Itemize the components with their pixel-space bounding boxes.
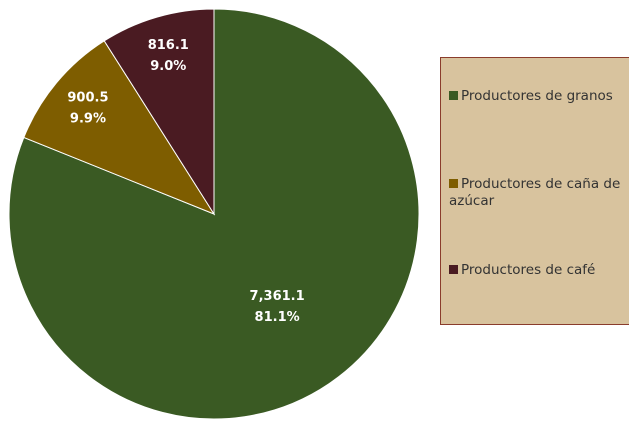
legend-label: Productores de granos xyxy=(461,88,613,104)
legend: Productores de granos Productores de caña… xyxy=(440,57,629,325)
percentage-label: 9.0% xyxy=(150,59,186,74)
legend-item: Productores de granos xyxy=(449,88,627,105)
pie-slice xyxy=(103,8,215,216)
percentage-label: 9.9% xyxy=(70,112,106,127)
legend-swatch xyxy=(449,91,458,100)
value-label: 816.1 xyxy=(148,38,189,53)
pie-slice xyxy=(23,40,216,216)
legend-label: Productores de café xyxy=(461,262,596,278)
percentage-label: 81.1% xyxy=(255,310,300,325)
legend-swatch xyxy=(449,179,458,188)
legend-item: Productores de caña de azúcar xyxy=(449,176,627,210)
value-label: 900.5 xyxy=(67,91,108,106)
legend-label: Productores de caña de azúcar xyxy=(449,176,621,209)
value-label: 7,361.1 xyxy=(250,289,305,304)
chart: 7,361.1 81.1% 900.5 9.9% 816.1 9.0% xyxy=(8,8,420,420)
legend-item: Productores de café xyxy=(449,262,627,279)
legend-swatch xyxy=(449,265,458,274)
